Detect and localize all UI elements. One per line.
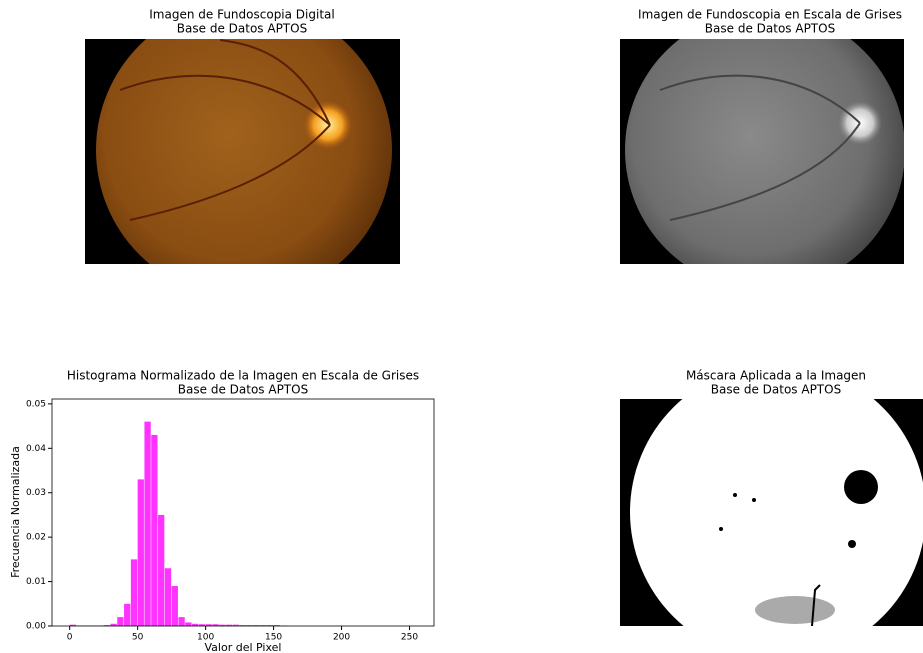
image-title: Imagen de Fundoscopia Digital bbox=[149, 8, 334, 22]
image-subtitle: Base de Datos APTOS bbox=[711, 383, 841, 397]
bar bbox=[124, 604, 130, 626]
y-tick-label: 0.05 bbox=[26, 399, 46, 409]
x-tick-label: 200 bbox=[333, 633, 350, 643]
y-tick-label: 0.03 bbox=[26, 488, 46, 498]
image-title: Máscara Aplicada a la Imagen bbox=[686, 369, 866, 383]
y-tick-label: 0.02 bbox=[26, 533, 46, 543]
plot-frame bbox=[52, 399, 434, 626]
bar bbox=[178, 617, 184, 626]
bar bbox=[144, 422, 150, 626]
bar bbox=[131, 559, 137, 626]
bar bbox=[151, 435, 157, 626]
bar bbox=[158, 515, 164, 626]
x-tick-label: 150 bbox=[265, 633, 282, 643]
x-tick-label: 0 bbox=[67, 633, 73, 643]
x-tick-label: 100 bbox=[197, 633, 214, 643]
y-axis-label: Frecuencia Normalizada bbox=[9, 446, 22, 578]
image-subtitle: Base de Datos APTOS bbox=[177, 22, 307, 36]
bar bbox=[138, 479, 144, 626]
image-title: Imagen de Fundoscopia en Escala de Grise… bbox=[638, 8, 902, 22]
chart-title: Histograma Normalizado de la Imagen en E… bbox=[67, 369, 419, 383]
x-tick-label: 50 bbox=[132, 633, 144, 643]
figure: Imagen de Fundoscopia Digital Base de Da… bbox=[0, 0, 923, 653]
chart-subtitle: Base de Datos APTOS bbox=[178, 383, 308, 397]
bar bbox=[172, 586, 178, 626]
y-tick-label: 0.00 bbox=[26, 622, 46, 632]
x-axis-label: Valor del Pixel bbox=[205, 641, 282, 653]
mask-image bbox=[620, 364, 923, 653]
grayscale-image bbox=[620, 10, 905, 290]
bar bbox=[165, 568, 171, 626]
fundus-image bbox=[85, 2, 400, 298]
y-tick-label: 0.04 bbox=[26, 444, 46, 454]
image-subtitle: Base de Datos APTOS bbox=[705, 22, 835, 36]
y-tick-label: 0.01 bbox=[26, 577, 46, 587]
x-tick-label: 250 bbox=[401, 633, 418, 643]
bar bbox=[185, 622, 191, 626]
bar bbox=[117, 617, 123, 626]
